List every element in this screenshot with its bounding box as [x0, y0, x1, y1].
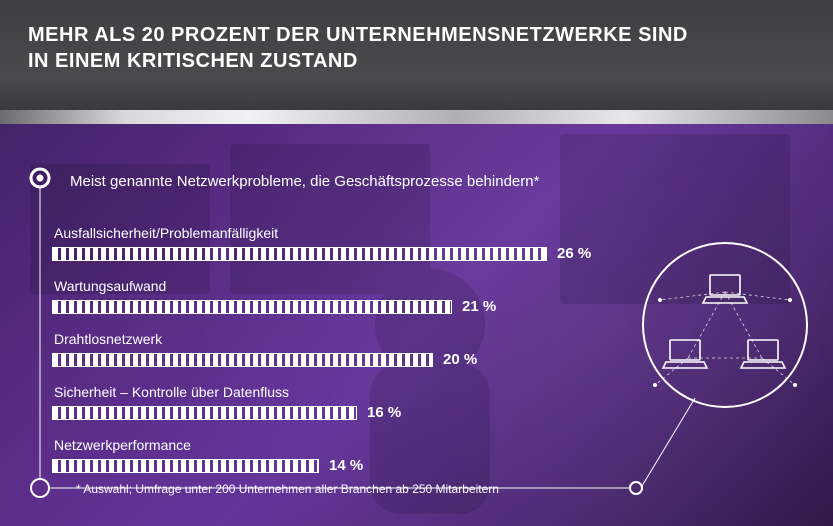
- bar-value: 20 %: [443, 351, 477, 368]
- bar-track: [52, 353, 433, 367]
- bar-label: Sicherheit – Kontrolle über Datenfluss: [52, 384, 612, 400]
- network-links: [655, 292, 795, 385]
- bar-row: Drahtlosnetzwerk 20 %: [52, 331, 612, 368]
- bar-track-wrap: 14 %: [52, 457, 612, 474]
- bar-value: 21 %: [462, 298, 496, 315]
- bar-value: 26 %: [557, 245, 591, 262]
- bar-fill: [53, 354, 432, 366]
- laptop-icon-right: [741, 340, 785, 368]
- bar-row: Wartungsaufwand 21 %: [52, 278, 612, 315]
- bar-fill: [53, 248, 546, 260]
- laptop-icon-top: [703, 275, 747, 303]
- bar-track: [52, 459, 319, 473]
- bar-chart: Ausfallsicherheit/Problemanfälligkeit 26 …: [52, 225, 612, 490]
- bar-fill: [53, 460, 318, 472]
- chart-subtitle: Meist genannte Netzwerkprobleme, die Ges…: [70, 173, 539, 190]
- bar-track-wrap: 21 %: [52, 298, 612, 315]
- bar-value: 14 %: [329, 457, 363, 474]
- bar-track-wrap: 20 %: [52, 351, 612, 368]
- network-graphic: [640, 240, 810, 410]
- bar-fill: [53, 301, 451, 313]
- bar-value: 16 %: [367, 404, 401, 421]
- network-circle: [643, 243, 807, 407]
- bar-label: Netzwerkperformance: [52, 437, 612, 453]
- bar-label: Ausfallsicherheit/Problemanfälligkeit: [52, 225, 612, 241]
- bar-track: [52, 247, 547, 261]
- bar-track-wrap: 16 %: [52, 404, 612, 421]
- bar-fill: [53, 407, 356, 419]
- bar-track: [52, 406, 357, 420]
- bar-track-wrap: 26 %: [52, 245, 612, 262]
- laptop-icon-left: [663, 340, 707, 368]
- bar-row: Ausfallsicherheit/Problemanfälligkeit 26 …: [52, 225, 612, 262]
- footnote: * Auswahl; Umfrage unter 200 Unternehmen…: [76, 482, 499, 496]
- bar-row: Sicherheit – Kontrolle über Datenfluss 16…: [52, 384, 612, 421]
- bar-row: Netzwerkperformance 14 %: [52, 437, 612, 474]
- bar-track: [52, 300, 452, 314]
- bar-label: Drahtlosnetzwerk: [52, 331, 612, 347]
- network-nodes: [653, 298, 797, 387]
- bar-label: Wartungsaufwand: [52, 278, 612, 294]
- infographic-canvas: MEHR ALS 20 PROZENT DER UNTERNEHMENSNETZ…: [0, 0, 833, 526]
